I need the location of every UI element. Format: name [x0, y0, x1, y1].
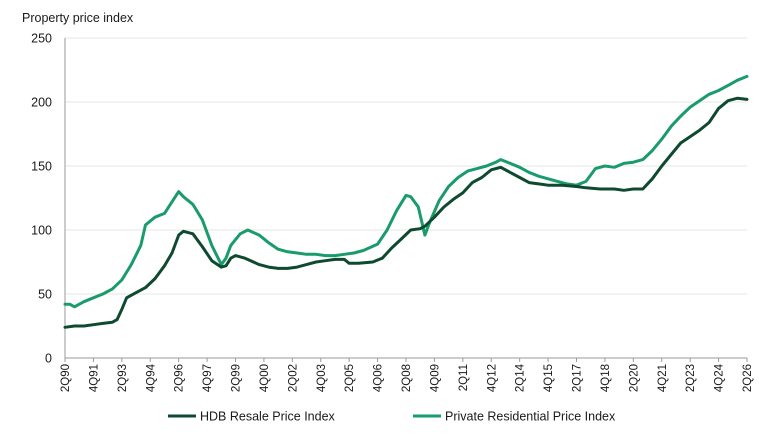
y-tick-label: 250 — [31, 32, 52, 46]
x-tick-label: 2Q08 — [401, 364, 413, 392]
y-tick-label: 0 — [45, 352, 52, 366]
x-tick-label: 2Q20 — [628, 364, 640, 392]
x-tick-label: 4Q00 — [259, 364, 271, 392]
x-tick-label: 4Q97 — [202, 364, 214, 392]
legend: HDB Resale Price Index Private Residentia… — [168, 410, 616, 424]
x-tick-label: 4Q06 — [373, 364, 385, 392]
x-tick-label: 2Q02 — [287, 364, 299, 392]
x-tick-label: 4Q18 — [600, 364, 612, 392]
series-line-private-residential — [63, 74, 749, 309]
x-tick-label: 2Q99 — [231, 364, 243, 392]
gridlines — [65, 37, 747, 295]
x-tick-label: 2Q96 — [174, 364, 186, 392]
x-tick-label: 4Q94 — [145, 363, 157, 392]
x-tick-label: 4Q09 — [429, 364, 441, 392]
x-tick-label: 4Q91 — [88, 364, 100, 392]
x-tick-label: 4Q24 — [714, 363, 726, 392]
x-tick-label: 2Q14 — [515, 363, 527, 392]
x-tick-label: 2Q90 — [60, 364, 72, 392]
x-tick-label: 2Q26 — [742, 364, 754, 392]
legend-label: Private Residential Price Index — [445, 410, 616, 424]
y-axis-label: Property price index — [22, 11, 134, 25]
legend-label: HDB Resale Price Index — [200, 410, 336, 424]
x-tick-label: 4Q21 — [657, 364, 669, 392]
y-tick-label: 100 — [31, 224, 52, 238]
y-tick-label: 50 — [38, 288, 52, 302]
x-tick-label: 2Q23 — [685, 364, 697, 392]
x-tick-label: 4Q12 — [486, 364, 498, 392]
x-tick-label: 4Q03 — [316, 364, 328, 392]
y-tick-label: 150 — [31, 160, 52, 174]
x-tick-label: 2Q05 — [344, 364, 356, 392]
x-tick-label: 4Q15 — [543, 364, 555, 392]
x-tick-label: 2Q11 — [458, 364, 470, 391]
axes: 0 50 100 150 200 250 2Q90 4Q91 2Q93 4Q94 2Q96 4Q97 2… — [31, 32, 754, 393]
x-tick-label: 2Q17 — [572, 364, 584, 392]
series-lines — [63, 74, 749, 329]
y-tick-label: 200 — [31, 96, 52, 110]
series-line-hdb-resale — [63, 96, 749, 329]
x-tick-label: 2Q93 — [117, 364, 129, 392]
